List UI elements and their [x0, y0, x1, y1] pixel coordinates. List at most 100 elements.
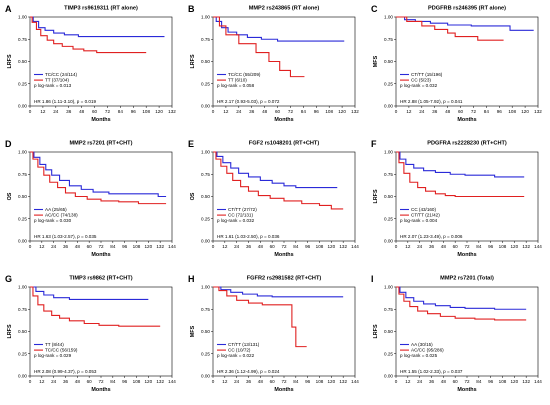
series-line-1	[30, 286, 161, 327]
series-line-0	[30, 16, 165, 38]
x-tick-label: 132	[156, 244, 164, 249]
y-tick-label: 0.50	[201, 194, 210, 199]
x-tick-label: 36	[249, 109, 255, 114]
y-tick-label: 1.00	[18, 285, 27, 290]
legend-label-0: CT/TT (13/131)	[228, 342, 260, 347]
x-tick-label: 132	[522, 379, 530, 384]
series-line-0	[213, 286, 344, 298]
x-tick-label: 0	[212, 379, 215, 384]
hazard-ratio-text: HR 1.86 (1.11-3.10), p = 0.019	[34, 99, 97, 104]
log-rank-p-value: p log-rank = 0.029	[34, 353, 72, 358]
series-line-0	[213, 151, 338, 189]
x-tick-label: 96	[488, 244, 494, 249]
log-rank-p-value: p log-rank = 0.013	[34, 83, 72, 88]
x-axis-label: Months	[91, 387, 110, 393]
x-axis-label: Months	[457, 117, 476, 123]
x-tick-label: 72	[464, 244, 470, 249]
series-line-1	[213, 16, 305, 78]
legend-label-1: CT/TT (21/42)	[411, 213, 440, 218]
x-axis-label: Months	[457, 252, 476, 258]
x-tick-label: 72	[288, 109, 294, 114]
x-tick-label: 120	[327, 244, 335, 249]
chart-title: TIMP3 rs9619311 (RT alone)	[64, 6, 138, 12]
plot-frame	[29, 286, 173, 377]
y-axis-label: OS	[7, 192, 13, 200]
x-tick-label: 72	[471, 109, 477, 114]
panel-letter: D	[5, 139, 12, 149]
chart-panel-a: A TIMP3 rs9619311 (RT alone) 0.00 0.25 0.50 0…	[5, 4, 176, 123]
chart-title: FGFR2 rs2981582 (RT+CHT)	[247, 276, 322, 282]
x-tick-label: 108	[499, 244, 507, 249]
x-tick-label: 108	[142, 109, 150, 114]
plot-frame	[212, 16, 356, 107]
hazard-ratio-text: HR 2.36 (1.12-4.99), p = 0.024	[217, 369, 280, 374]
legend-label-0: TT (8/44)	[45, 342, 64, 347]
y-tick-label: 0.25	[18, 81, 27, 86]
legend-label-1: CC (72/131)	[228, 213, 253, 218]
x-tick-label: 0	[395, 244, 398, 249]
x-tick-label: 36	[246, 244, 252, 249]
y-axis-label: LRFS	[373, 324, 379, 338]
y-axis-label: LRFS	[7, 54, 13, 68]
panel-letter: A	[5, 4, 12, 14]
x-tick-label: 96	[131, 109, 137, 114]
x-tick-label: 72	[105, 109, 111, 114]
y-tick-label: 0.50	[18, 59, 27, 64]
chart-title: PDGFRA rs2228230 (RT+CHT)	[427, 141, 507, 147]
y-tick-label: 0.00	[384, 374, 393, 379]
x-tick-label: 60	[270, 244, 276, 249]
series-line-0	[213, 16, 345, 42]
y-tick-label: 1.00	[201, 285, 210, 290]
series-line-0	[30, 151, 167, 198]
chart-title: FGF2 rs1048201 (RT+CHT)	[249, 141, 320, 147]
series-line-1	[396, 151, 525, 198]
y-tick-label: 0.50	[201, 59, 210, 64]
chart-panel-g: G TIMP3 rs9862 (RT+CHT) 0.00 0.25 0.50 0.75 1.…	[5, 274, 176, 393]
y-tick-label: 0.25	[201, 216, 210, 221]
x-tick-label: 24	[417, 379, 423, 384]
x-tick-label: 0	[212, 109, 215, 114]
x-tick-label: 84	[476, 379, 482, 384]
x-tick-label: 72	[281, 244, 287, 249]
y-tick-label: 0.50	[18, 194, 27, 199]
x-tick-label: 36	[66, 109, 72, 114]
legend-label-0: CC (43/160)	[411, 207, 436, 212]
log-rank-p-value: p log-rank = 0.025	[400, 353, 438, 358]
y-tick-label: 0.50	[384, 329, 393, 334]
x-tick-label: 108	[325, 109, 333, 114]
log-rank-p-value: p log-rank = 0.030	[34, 218, 72, 223]
x-tick-label: 132	[156, 379, 164, 384]
x-tick-label: 36	[429, 379, 435, 384]
x-tick-label: 60	[458, 109, 464, 114]
x-tick-label: 48	[441, 244, 447, 249]
x-tick-label: 24	[51, 379, 57, 384]
y-tick-label: 0.50	[384, 59, 393, 64]
y-tick-label: 0.75	[201, 37, 210, 42]
y-tick-label: 0.25	[18, 351, 27, 356]
plot-frame	[29, 151, 173, 242]
legend-label-1: TT (37/104)	[45, 78, 69, 83]
x-tick-label: 120	[510, 244, 518, 249]
hazard-ratio-text: HR 1.63 (1.03-2.57), p = 0.035	[34, 234, 97, 239]
y-tick-label: 0.00	[201, 374, 210, 379]
y-tick-label: 0.25	[384, 216, 393, 221]
x-tick-label: 60	[92, 109, 98, 114]
y-tick-label: 1.00	[384, 285, 393, 290]
y-tick-label: 1.00	[201, 15, 210, 20]
plot-frame	[212, 151, 356, 242]
x-tick-label: 24	[419, 109, 425, 114]
log-rank-p-value: p log-rank = 0.032	[400, 83, 438, 88]
panel-letter: G	[5, 274, 12, 284]
legend-label-1: CC (10/72)	[228, 348, 251, 353]
x-tick-label: 144	[534, 379, 542, 384]
series-line-1	[396, 286, 527, 321]
y-axis-label: OS	[190, 192, 196, 200]
y-tick-label: 1.00	[18, 15, 27, 20]
panel-letter: I	[371, 274, 374, 284]
x-tick-label: 144	[168, 244, 176, 249]
hazard-ratio-text: HR 2.88 (1.05-7.92), p = 0.041	[400, 99, 463, 104]
x-axis-label: Months	[91, 252, 110, 258]
x-tick-label: 60	[453, 244, 459, 249]
y-tick-label: 0.75	[201, 172, 210, 177]
